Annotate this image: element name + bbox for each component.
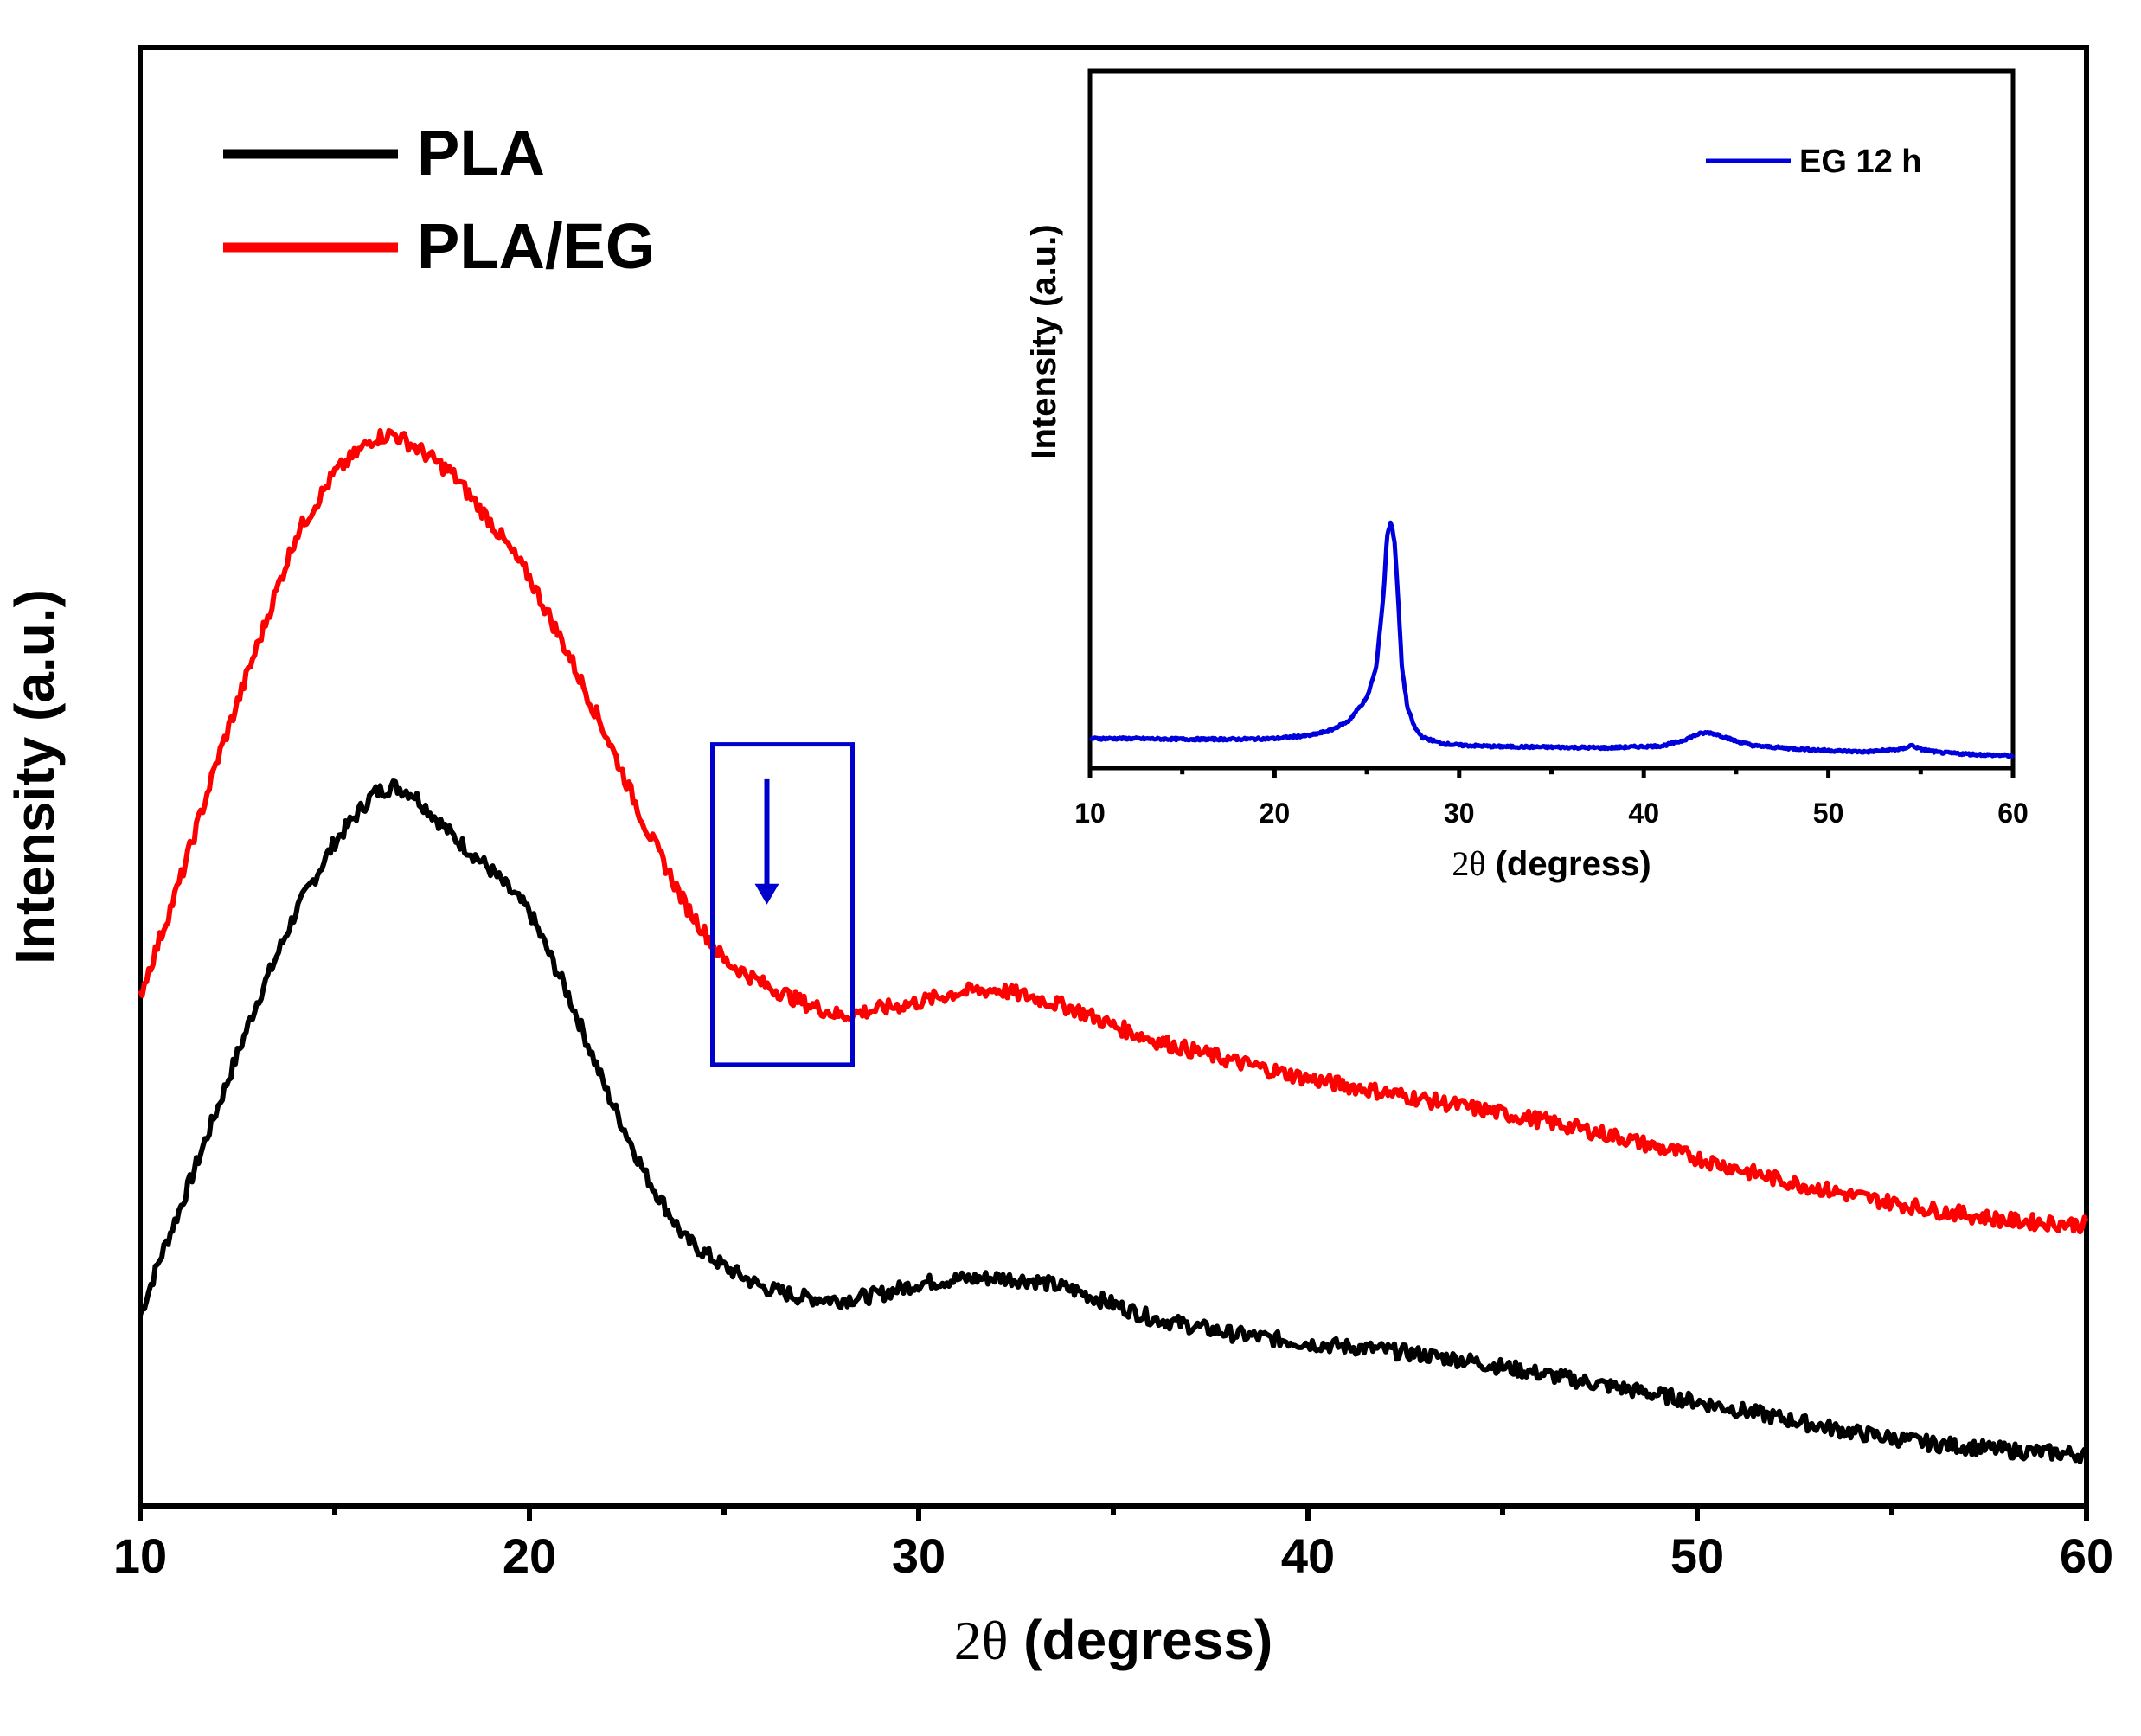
main-series-line-pla-eg [138,427,2089,1235]
inset-x-axis-label: 2θ (degress) [1452,844,1651,883]
main-x-tick-label: 30 [892,1528,946,1583]
legend-label: PLA/EG [417,210,655,282]
inset-x-tick-label: 60 [1997,798,2029,829]
inset-legend-label: EG 12 h [1799,144,1922,180]
main-x-tick-label: 10 [113,1528,167,1583]
main-x-tick-label: 40 [1281,1528,1335,1583]
main-x-tick-label: 50 [1670,1528,1724,1583]
main-x-axis-text: (degress) [1008,1609,1272,1671]
main-x-tick-label: 60 [2060,1528,2113,1583]
legend-label: PLA [417,117,545,189]
inset-x-tick-label: 20 [1260,798,1291,829]
inset-x-tick-label: 40 [1628,798,1659,829]
main-y-axis-label: Intensity (a.u.) [3,589,66,964]
inset-x-tick-label: 50 [1813,798,1844,829]
inset-x-tick-label: 10 [1074,798,1106,829]
main-series-line-pla [138,778,2088,1464]
inset-y-axis-label: Intensity (a.u.) [1025,224,1063,458]
inset-chart: 10 20 30 40 50 60 2θ (degress) Intensity (a.u.)… [1025,68,2029,883]
main-x-axis-label: 2θ (degress) [954,1609,1273,1671]
inset-x-tick-label: 30 [1444,798,1475,829]
arrow-down-icon [754,883,779,905]
main-x-tick-label: 20 [503,1528,556,1583]
inset-plot-frame [1087,68,2016,771]
inset-x-axis-text: (degress) [1486,845,1651,883]
highlight-box [710,742,855,1067]
main-x-axis-symbol: 2θ [954,1610,1009,1671]
inset-x-axis-symbol: 2θ [1452,844,1485,883]
inset-series-line-eg-12-h [1088,520,2016,759]
